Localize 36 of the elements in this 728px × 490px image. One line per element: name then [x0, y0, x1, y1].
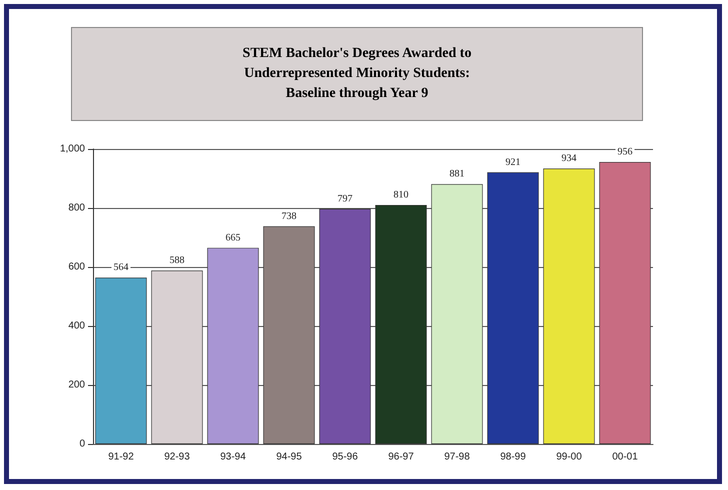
x-tick-label: 97-98: [444, 452, 470, 462]
bar: [319, 208, 371, 444]
data-label: 956: [618, 146, 632, 158]
x-tick-label: 96-97: [388, 452, 414, 462]
y-tick-label: 0: [79, 438, 86, 450]
data-label: 738: [282, 210, 296, 222]
data-label: 588: [170, 255, 184, 266]
x-tick-label: 92-93: [164, 452, 190, 462]
data-label: 665: [226, 232, 240, 244]
bar: [151, 270, 203, 444]
y-tick-label: 200: [68, 380, 86, 390]
y-tick-label: 1,000: [60, 144, 86, 154]
x-tick-label: 91-92: [108, 452, 134, 462]
data-label: 934: [562, 152, 576, 164]
bar: [263, 226, 315, 444]
bar: [543, 168, 595, 444]
y-tick-label: 600: [68, 262, 86, 272]
x-tick-label: 95-96: [332, 452, 358, 462]
bar: [431, 184, 483, 444]
y-tick-label: 800: [68, 202, 86, 214]
x-tick-label: 93-94: [220, 452, 246, 462]
x-tick-label: 94-95: [276, 452, 302, 462]
data-label: 797: [338, 193, 352, 204]
x-tick-label: 99-00: [556, 452, 582, 462]
chart-title: STEM Bachelor's Degrees Awarded to Underrepresented Minority Students: Baseline through Year 9: [71, 27, 643, 121]
data-label: 921: [506, 156, 520, 168]
bar: [207, 248, 259, 444]
y-tick-label: 400: [68, 320, 86, 332]
bar: [487, 172, 539, 444]
x-tick-label: 98-99: [500, 452, 526, 462]
bar: [599, 162, 651, 444]
data-label: 564: [114, 262, 128, 274]
data-label: 810: [394, 190, 408, 201]
x-tick-label: 00-01: [612, 452, 638, 462]
data-label: 881: [450, 168, 464, 180]
bar: [375, 205, 427, 444]
